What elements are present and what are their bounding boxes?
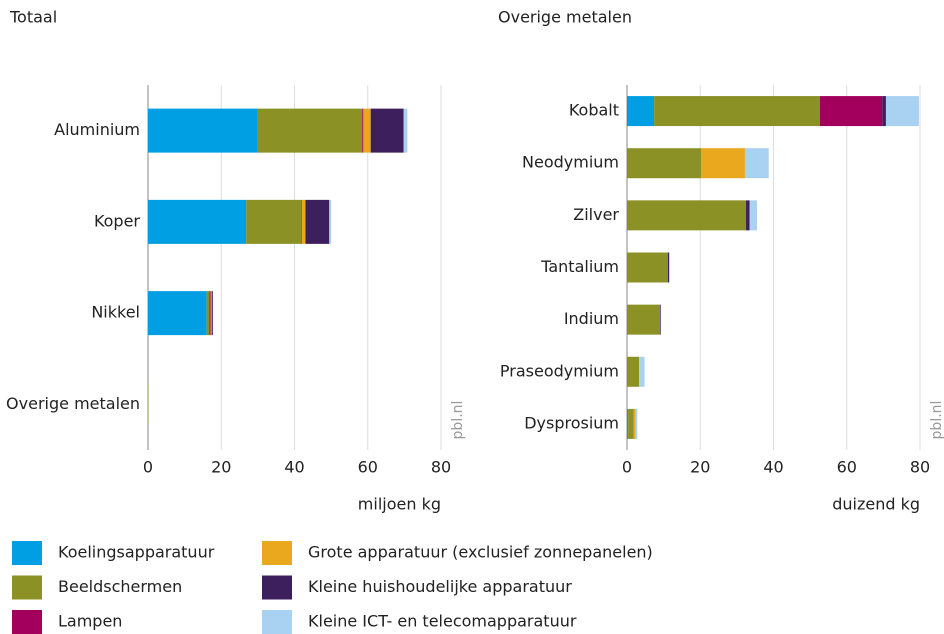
bar-segment (627, 408, 629, 439)
x-axis-label: miljoen kg (358, 495, 441, 514)
y-tick-label: Neodymium (522, 153, 619, 172)
bar-segment (700, 148, 745, 179)
bar-segment (301, 199, 302, 244)
legend-swatch (12, 541, 42, 565)
bar-segment (635, 408, 638, 439)
bar-segment (639, 356, 645, 387)
chart-title: Overige metalen (498, 8, 632, 27)
legend-swatch (262, 575, 292, 600)
bar-segment (627, 252, 669, 283)
watermark: pbl.nl (929, 401, 944, 440)
y-tick-label: Aluminium (54, 120, 140, 139)
bar-segment (668, 252, 670, 283)
x-axis-label: duizend kg (832, 495, 920, 514)
x-tick-label: 0 (143, 458, 153, 477)
x-tick-label: 60 (358, 458, 378, 477)
bar-segment (362, 108, 364, 153)
bar-segment (148, 199, 247, 244)
bar-segment (148, 291, 207, 336)
legend-label: Grote apparatuur (exclusief zonnepanelen… (308, 543, 653, 562)
y-tick-label: Nikkel (91, 303, 140, 322)
bar-segment (370, 108, 404, 153)
y-tick-label: Dysprosium (524, 413, 619, 432)
bar-segment (209, 291, 211, 336)
bar-segment (746, 200, 750, 231)
bar-segment (627, 96, 655, 127)
legend-label: Beeldschermen (58, 577, 182, 596)
legend-swatch (12, 575, 42, 600)
bar-segment (148, 108, 258, 153)
x-tick-label: 40 (284, 458, 304, 477)
legend-label: Kleine huishoudelijke apparatuur (308, 577, 572, 596)
bar-segment (659, 304, 661, 335)
bar-segment (257, 108, 363, 153)
bar-segment (627, 148, 701, 179)
bar-segment (301, 199, 306, 244)
bar-segment (403, 108, 408, 153)
y-tick-label: Indium (564, 309, 619, 328)
x-tick-label: 80 (910, 458, 930, 477)
bar-segment (627, 200, 747, 231)
legend-label: Kleine ICT- en telecomapparatuur (308, 612, 577, 631)
bar-segment (305, 199, 330, 244)
bar-segment (820, 96, 883, 127)
legend-swatch (262, 610, 292, 634)
y-tick-label: Zilver (573, 205, 619, 224)
x-tick-label: 40 (763, 458, 783, 477)
legend-swatch (262, 541, 292, 565)
bar-segment (628, 408, 634, 439)
bar-segment (329, 199, 332, 244)
legend-swatch (12, 610, 42, 634)
bar-segment (211, 291, 213, 336)
y-tick-label: Koper (94, 211, 140, 230)
y-tick-label: Overige metalen (6, 394, 140, 413)
bar-segment (744, 148, 769, 179)
bar-segment (749, 200, 758, 231)
bar-segment (627, 304, 660, 335)
x-tick-label: 0 (622, 458, 632, 477)
legend-label: Lampen (58, 612, 122, 631)
y-tick-label: Tantalium (540, 257, 619, 276)
y-tick-label: Praseodymium (500, 361, 619, 380)
bar-segment (669, 252, 670, 283)
bar-segment (654, 96, 821, 127)
chart-title: Totaal (9, 8, 57, 27)
bar-segment (246, 199, 302, 244)
legend-label: Koelingsapparatuur (58, 543, 215, 562)
bar-segment (210, 291, 212, 336)
watermark: pbl.nl (450, 401, 466, 440)
bar-segment (885, 96, 919, 127)
bar-segment (882, 96, 886, 127)
x-tick-label: 80 (431, 458, 451, 477)
x-tick-label: 60 (837, 458, 857, 477)
x-tick-label: 20 (211, 458, 231, 477)
bar-segment (627, 356, 640, 387)
x-tick-label: 20 (690, 458, 710, 477)
bar-segment (363, 108, 371, 153)
bar-segment (633, 408, 636, 439)
bar-segment (206, 291, 210, 336)
y-tick-label: Kobalt (569, 101, 619, 120)
